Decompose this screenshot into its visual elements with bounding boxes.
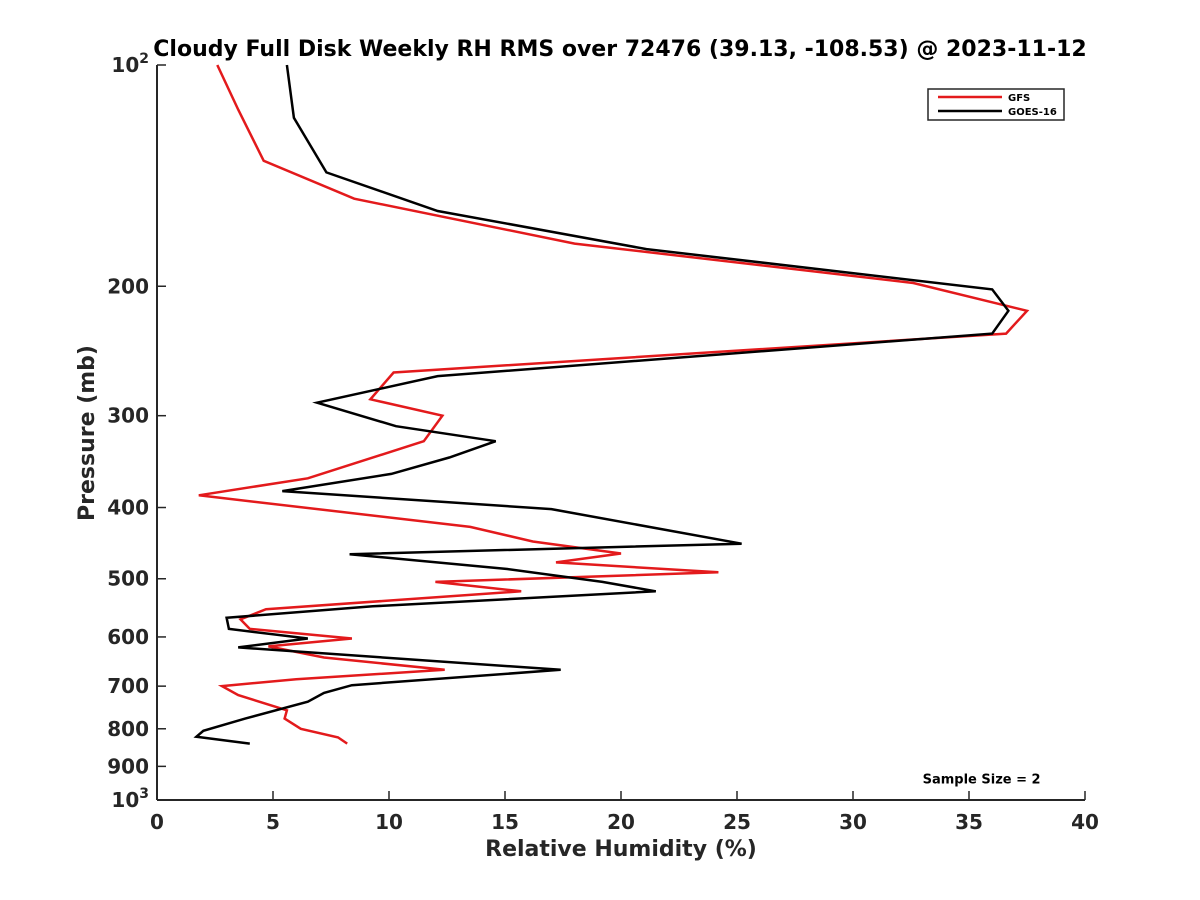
y-tick-label: 400	[107, 496, 149, 520]
y-tick-label: 800	[107, 717, 149, 741]
y-tick-label: 500	[107, 567, 149, 591]
x-tick-label: 5	[266, 810, 280, 834]
y-tick-label: 103	[111, 786, 149, 812]
x-tick-label: 15	[491, 810, 519, 834]
x-tick-label: 20	[607, 810, 635, 834]
x-tick-label: 30	[839, 810, 867, 834]
series-layer	[193, 64, 1030, 745]
sample-size-annotation: Sample Size = 2	[923, 773, 1041, 788]
x-axis-label: Relative Humidity (%)	[485, 837, 757, 862]
x-tick-label: 25	[723, 810, 751, 834]
x-tick-group: 0 5 10 15 20 25 30 35 40	[150, 791, 1099, 834]
chart-legend: GFS GOES-16	[927, 88, 1065, 121]
x-tick-label: 0	[150, 810, 164, 834]
x-tick-label: 40	[1071, 810, 1099, 834]
legend-label-goes-16: GOES-16	[1008, 107, 1057, 118]
y-tick-label: 600	[107, 625, 149, 649]
series-line-goes-16	[193, 64, 1010, 745]
y-tick-label: 900	[107, 754, 149, 778]
y-tick-label: 102	[111, 51, 149, 77]
x-tick-label: 35	[955, 810, 983, 834]
y-tick-label: 700	[107, 674, 149, 698]
y-tick-label: 200	[107, 274, 149, 298]
y-axis-label: Pressure (mb)	[75, 345, 100, 521]
legend-label-gfs: GFS	[1008, 93, 1030, 104]
legend-box	[927, 88, 1065, 121]
chart-title: Cloudy Full Disk Weekly RH RMS over 7247…	[153, 37, 1086, 62]
series-line-gfs	[198, 64, 1030, 745]
y-tick-label: 300	[107, 404, 149, 428]
y-tick-group: 102 200 300 400 500 600 700 800 900 103	[107, 51, 166, 812]
x-tick-label: 10	[375, 810, 403, 834]
